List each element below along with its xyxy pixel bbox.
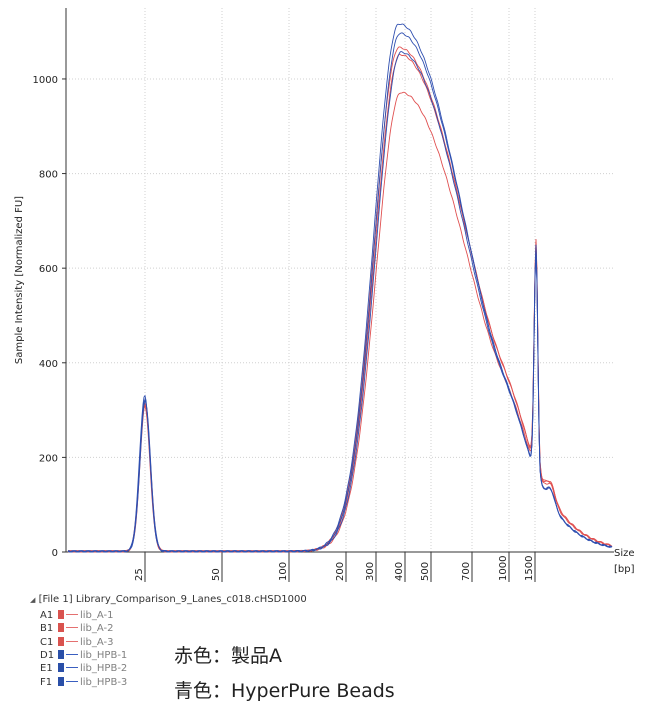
electropherogram-chart: 0 200 400 600 800 1000 25 50 100 200 300 400 500 700… — [14, 8, 635, 582]
x-tick-label: 100 — [278, 562, 289, 581]
color-swatch-icon — [58, 663, 64, 673]
color-swatch-icon — [58, 623, 64, 633]
legend-sample-name: lib_HPB-1 — [80, 649, 128, 661]
legend-row[interactable]: D1 lib_HPB-1 — [40, 649, 128, 663]
series-line-lib_A-3 — [67, 91, 613, 553]
grid-lines — [66, 8, 614, 552]
x-tick-label: 700 — [461, 562, 472, 581]
legend-row[interactable]: E1 lib_HPB-2 — [40, 663, 127, 676]
color-swatch-icon — [58, 610, 64, 619]
y-tick-label: 600 — [39, 264, 58, 275]
note-blue: 青色：HyperPure Beads — [174, 680, 395, 702]
legend-sample-name: lib_HPB-2 — [80, 663, 128, 675]
legend-well-id: A1 — [40, 610, 54, 621]
color-swatch-icon — [58, 636, 64, 646]
legend-row[interactable]: F1 lib_HPB-3 — [40, 676, 128, 690]
x-tick-label: 1000 — [498, 556, 509, 581]
series-lines — [67, 23, 613, 553]
y-tick-label: 1000 — [33, 75, 58, 86]
legend-file-name: [File 1] Library_Comparison_9_Lanes_c018… — [38, 594, 307, 605]
legend-well-id: F1 — [40, 676, 53, 688]
line-sample-icon — [66, 614, 78, 615]
y-axis-label: Sample Intensity [Normalized FU] — [14, 196, 25, 364]
legend-well-id: B1 — [40, 623, 54, 635]
y-tick-label: 800 — [39, 170, 58, 181]
legend-row[interactable]: B1 lib_A-2 — [40, 623, 114, 636]
series-line-lib_HPB-2 — [67, 32, 613, 553]
y-tick-label: 200 — [39, 453, 58, 464]
axes — [65, 8, 614, 553]
series-line-lib_A-1 — [67, 46, 613, 553]
x-tick-label: 300 — [365, 562, 376, 581]
legend-sample-name: lib_HPB-3 — [80, 676, 128, 688]
y-tick-label: 0 — [52, 548, 58, 559]
x-tick-label: 50 — [211, 568, 222, 581]
x-tick-label: 500 — [420, 562, 431, 581]
series-line-lib_HPB-1 — [67, 23, 613, 553]
x-tick-label: 1500 — [524, 556, 535, 581]
note-red: 赤色：製品A — [174, 645, 282, 667]
series-line-lib_HPB-3 — [67, 51, 613, 553]
line-sample-icon — [66, 627, 78, 629]
x-ticks: 25 50 100 200 300 400 500 700 1000 1500 — [134, 552, 536, 582]
y-tick-label: 400 — [39, 359, 58, 370]
legend-well-id: D1 — [40, 649, 55, 661]
x-tick-label: 25 — [134, 568, 145, 581]
line-sample-icon — [66, 640, 78, 642]
legend-sample-name: lib_A-1 — [80, 610, 114, 621]
line-sample-icon — [66, 680, 78, 682]
legend-well-id: C1 — [40, 636, 54, 648]
color-swatch-icon — [58, 676, 64, 686]
x-tick-label: 400 — [394, 562, 405, 581]
legend-sample-name: lib_A-2 — [80, 623, 114, 635]
legend-sample-name: lib_A-3 — [80, 636, 114, 648]
expand-triangle-icon[interactable]: ◢ — [30, 596, 36, 604]
line-sample-icon — [66, 653, 78, 655]
x-tick-label: 200 — [335, 562, 346, 581]
y-ticks: 0 200 400 600 800 1000 — [33, 75, 66, 559]
legend-row[interactable]: C1 lib_A-3 — [40, 636, 114, 650]
x-axis-label-size: Size — [614, 548, 635, 559]
legend-title[interactable]: ◢ [File 1] Library_Comparison_9_Lanes_c0… — [30, 594, 307, 605]
line-sample-icon — [66, 667, 78, 669]
color-swatch-icon — [58, 649, 64, 659]
x-axis-label-unit: [bp] — [614, 564, 635, 575]
legend-row[interactable]: A1 lib_A-1 — [40, 610, 114, 623]
legend-well-id: E1 — [40, 663, 53, 675]
series-line-lib_A-2 — [67, 53, 613, 553]
